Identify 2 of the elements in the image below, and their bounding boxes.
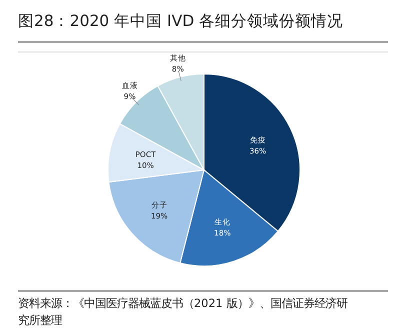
text: 资料来源：《中国医疗器械蓝皮书（2021 版）》、国信证券经济研究所整理 [18, 297, 348, 327]
chart-title: 图28：2020 年中国 IVD 各细分领域份额情况 [18, 12, 344, 30]
